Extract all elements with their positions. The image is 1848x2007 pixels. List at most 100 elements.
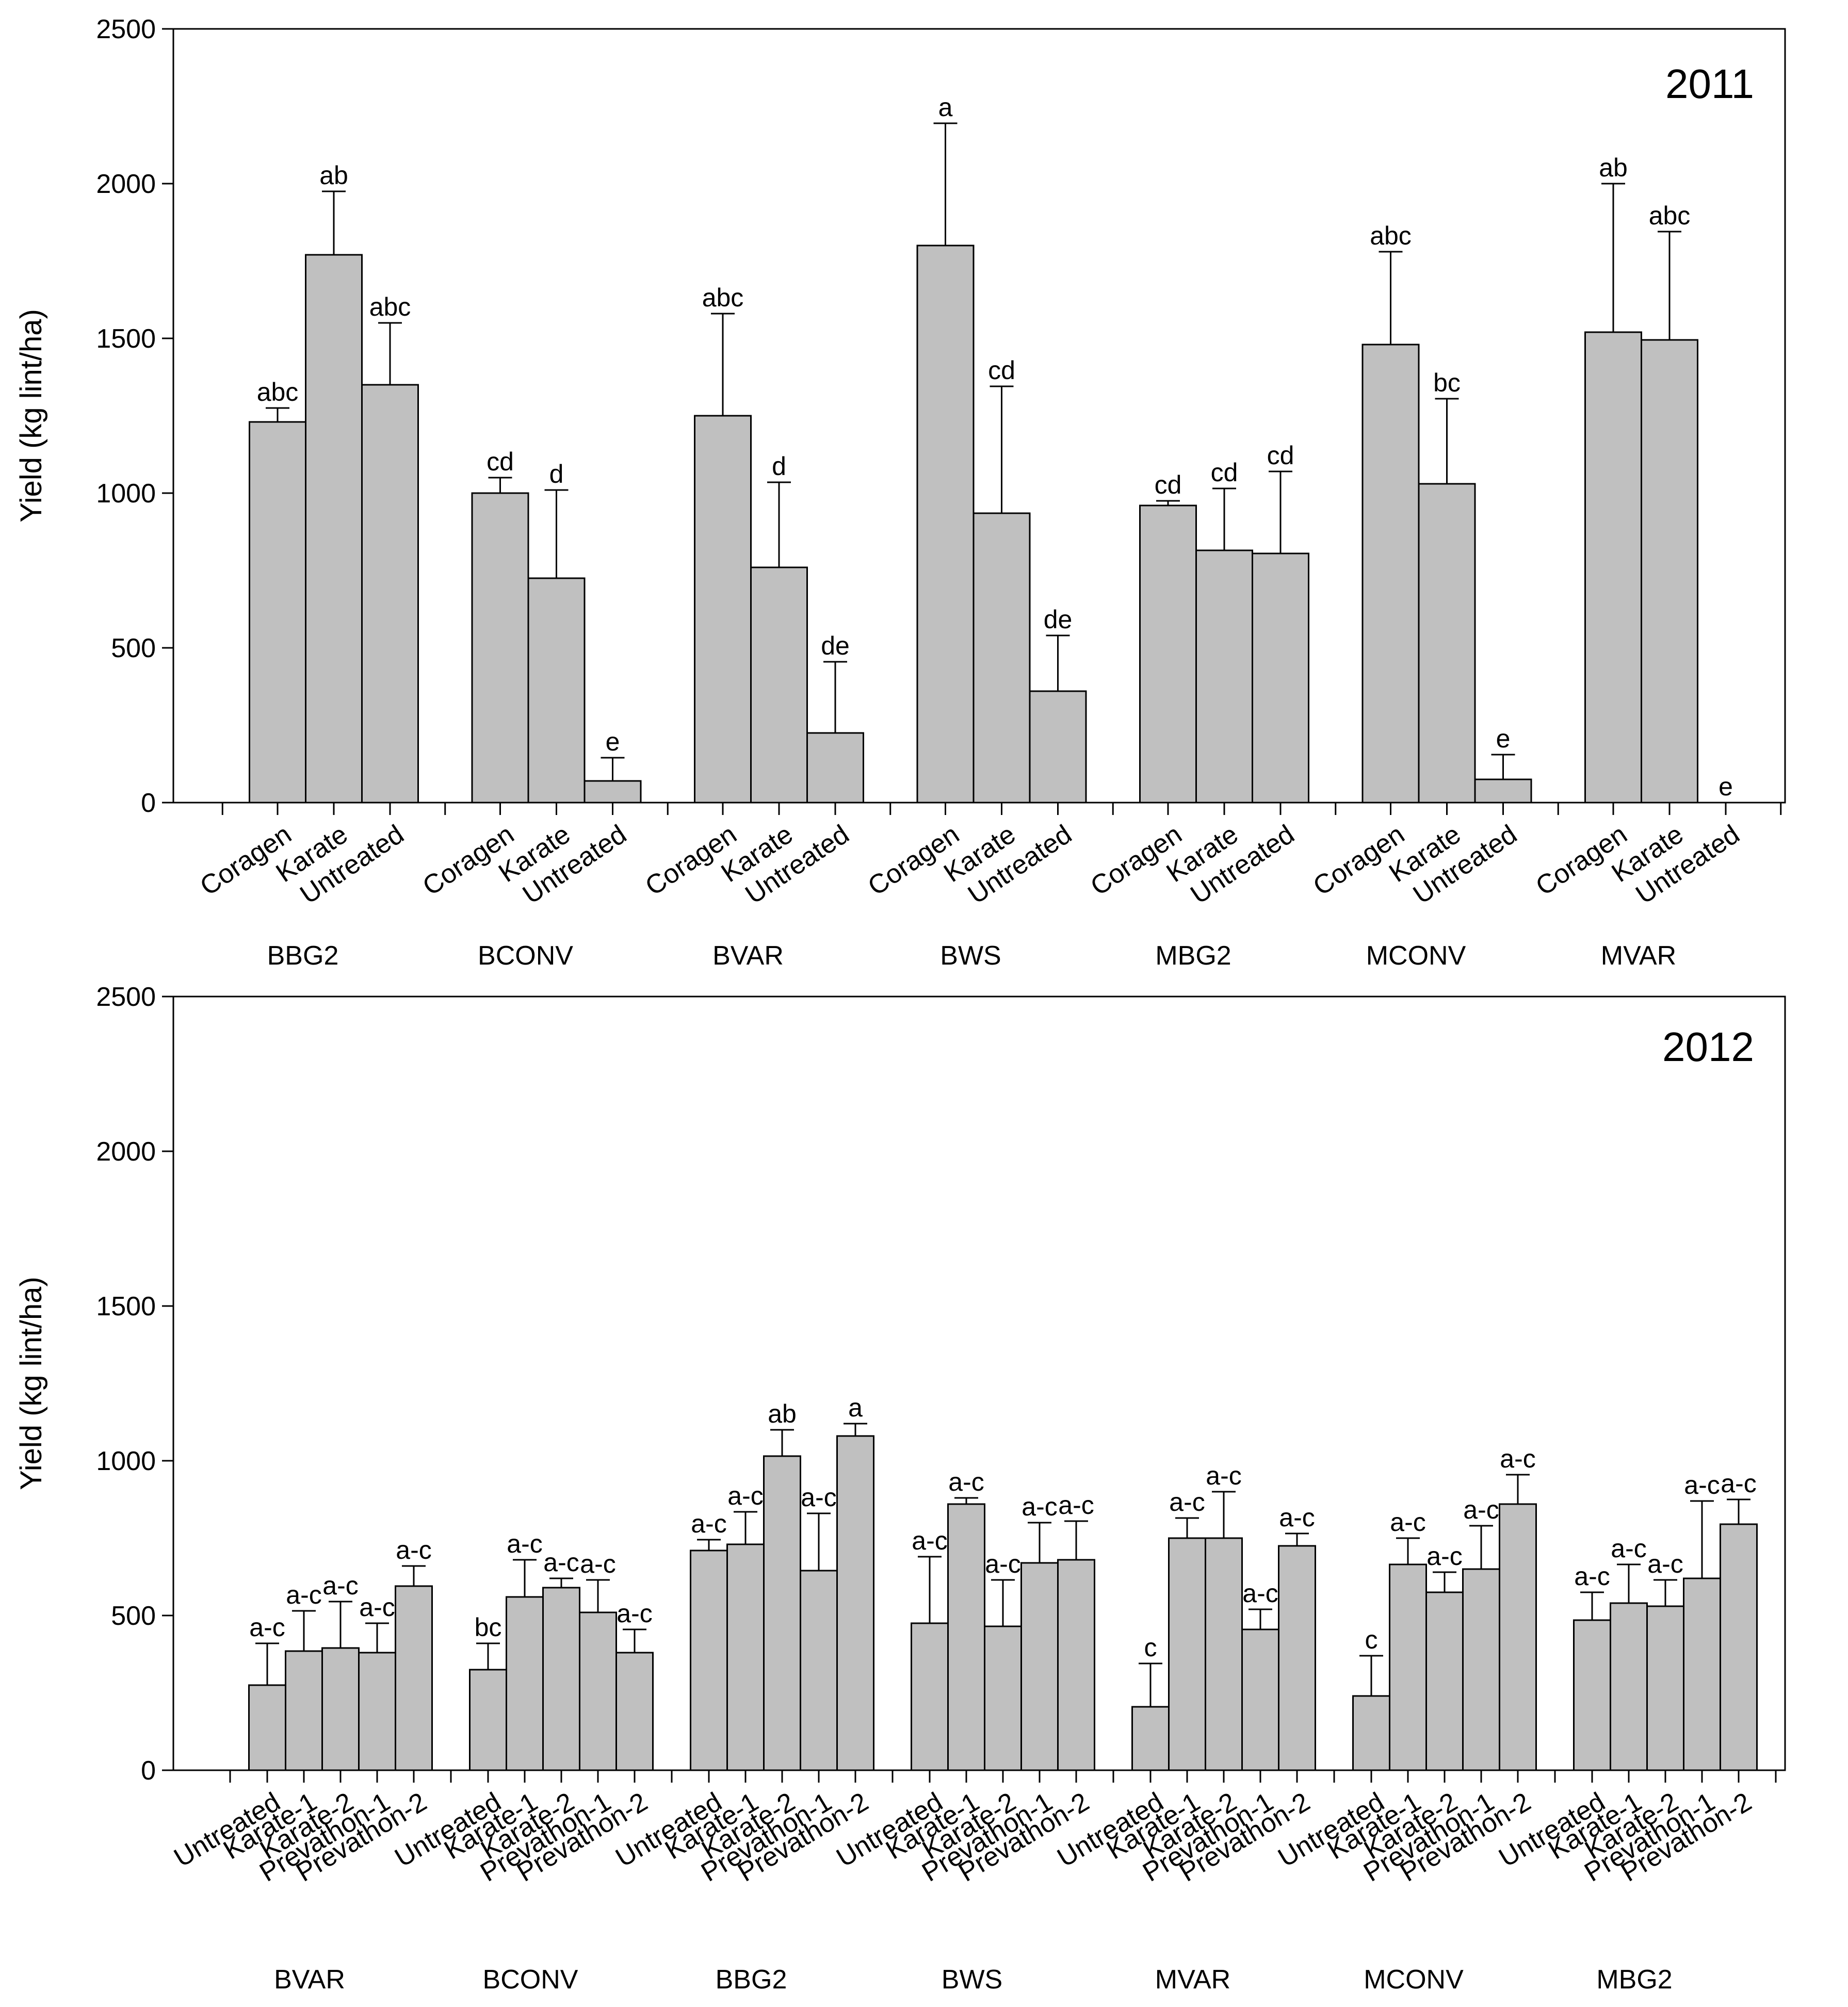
significance-label: d — [772, 452, 786, 481]
y-tick-label: 2500 — [96, 982, 156, 1012]
bar-bbg2-untreated-2012 — [690, 1549, 728, 1771]
significance-label: bc — [1433, 368, 1461, 397]
significance-label: abc — [369, 292, 411, 321]
bar-mbg2-karate-2-2012 — [1646, 1605, 1684, 1771]
y-tick-label: 2000 — [96, 1137, 156, 1167]
y-tick-label: 0 — [141, 788, 156, 818]
significance-label: a-c — [1500, 1444, 1535, 1473]
bar-mvar-karate-2-2012 — [1205, 1537, 1243, 1771]
significance-label: d — [549, 460, 564, 488]
group-label-bws: BWS — [940, 941, 1001, 971]
significance-label: cd — [1211, 458, 1238, 487]
bar-mvar-untreated-2012 — [1131, 1706, 1170, 1771]
bar-mvar-prevathon-2-2012 — [1278, 1545, 1316, 1771]
bar-bws-karate-1-2012 — [947, 1503, 985, 1771]
bar-bbg2-prevathon-1-2012 — [800, 1570, 838, 1771]
bar-bvar-untreated-2012 — [248, 1684, 286, 1771]
group-label-mvar: MVAR — [1601, 941, 1676, 971]
bar-bws-karate-2-2012 — [984, 1625, 1022, 1771]
significance-label: a-c — [580, 1549, 615, 1578]
bar-bconv-coragen-2011 — [471, 492, 529, 804]
bar-bvar-karate-2011 — [750, 566, 808, 804]
bar-bconv-prevathon-2-2012 — [615, 1652, 654, 1771]
significance-label: a-c — [617, 1599, 652, 1628]
significance-label: a-c — [691, 1509, 726, 1538]
significance-label: de — [821, 631, 850, 660]
bar-bbg2-coragen-2011 — [249, 421, 306, 804]
bar-bws-untreated-2012 — [911, 1622, 949, 1771]
significance-label: c — [1144, 1633, 1157, 1662]
group-label-bws: BWS — [942, 1965, 1002, 1995]
significance-label: cd — [1155, 470, 1182, 499]
bar-mbg2-untreated-2012 — [1573, 1619, 1611, 1771]
significance-label: cd — [988, 356, 1015, 385]
significance-label: a-c — [1574, 1562, 1610, 1591]
significance-label: a — [848, 1393, 863, 1422]
bar-mconv-untreated-2011 — [1474, 778, 1532, 804]
bar-mbg2-prevathon-2-2012 — [1720, 1523, 1758, 1771]
bar-bbg2-karate-2011 — [305, 254, 363, 804]
y-tick-label: 2500 — [96, 14, 156, 44]
bar-bws-prevathon-1-2012 — [1020, 1562, 1059, 1771]
significance-label: a-c — [1463, 1495, 1499, 1524]
bar-mconv-karate-2-2012 — [1425, 1591, 1464, 1771]
significance-label: e — [1496, 724, 1511, 753]
bar-mbg2-karate-2011 — [1195, 549, 1253, 804]
bar-mvar-prevathon-1-2012 — [1241, 1628, 1279, 1771]
bar-mconv-karate-1-2012 — [1389, 1563, 1427, 1771]
bar-bconv-untreated-2011 — [583, 780, 642, 804]
bar-bbg2-prevathon-2-2012 — [836, 1435, 874, 1771]
bar-mconv-coragen-2011 — [1361, 344, 1420, 804]
bar-mconv-prevathon-2-2012 — [1499, 1503, 1537, 1771]
bar-bconv-untreated-2012 — [469, 1669, 507, 1771]
bar-mvar-karate-1-2012 — [1168, 1537, 1206, 1771]
significance-label: a-c — [249, 1613, 285, 1642]
significance-label: cd — [1267, 441, 1294, 470]
significance-label: a-c — [1242, 1579, 1278, 1608]
bar-mconv-prevathon-1-2012 — [1462, 1568, 1500, 1771]
significance-label: ab — [768, 1399, 797, 1428]
significance-label: a-c — [1647, 1549, 1683, 1578]
significance-label: c — [1365, 1625, 1378, 1654]
group-label-bvar: BVAR — [274, 1965, 345, 1995]
bar-bvar-prevathon-1-2012 — [358, 1652, 396, 1771]
bar-mbg2-untreated-2011 — [1252, 552, 1309, 804]
bar-mbg2-coragen-2011 — [1139, 504, 1197, 804]
significance-label: cd — [487, 447, 514, 476]
bar-bconv-karate-2-2012 — [542, 1587, 580, 1771]
significance-label: a-c — [507, 1529, 542, 1558]
significance-label: e — [1719, 772, 1733, 801]
group-label-bbg2: BBG2 — [716, 1965, 787, 1995]
bar-mvar-coragen-2011 — [1584, 331, 1642, 804]
significance-label: e — [606, 727, 620, 756]
y-axis-title-2011: Yield (kg lint/ha) — [14, 309, 48, 523]
group-label-mbg2: MBG2 — [1155, 941, 1231, 971]
significance-label: a-c — [396, 1536, 431, 1564]
chart-title-2011: 2011 — [1665, 61, 1754, 107]
significance-label: a-c — [1279, 1503, 1315, 1532]
significance-label: a-c — [1611, 1534, 1646, 1563]
significance-label: a-c — [912, 1526, 947, 1555]
chart-title-2012: 2012 — [1662, 1024, 1754, 1070]
significance-label: a-c — [1684, 1471, 1720, 1499]
bar-bconv-karate-1-2012 — [506, 1596, 544, 1771]
significance-label: ab — [319, 161, 348, 190]
group-label-mvar: MVAR — [1155, 1965, 1230, 1995]
bar-bvar-coragen-2011 — [694, 415, 752, 804]
bar-bvar-karate-2-2012 — [321, 1647, 360, 1771]
significance-label: a-c — [286, 1580, 321, 1609]
significance-label: a-c — [1058, 1491, 1094, 1520]
y-tick-label: 500 — [111, 1601, 156, 1631]
group-label-mbg2: MBG2 — [1596, 1965, 1672, 1995]
bar-bbg2-untreated-2011 — [361, 384, 419, 804]
bar-mconv-untreated-2012 — [1352, 1695, 1390, 1771]
bar-mvar-karate-2011 — [1641, 339, 1698, 804]
significance-label: a-c — [1169, 1488, 1205, 1516]
significance-label: a-c — [1390, 1508, 1425, 1537]
group-label-bconv: BCONV — [483, 1965, 578, 1995]
significance-label: a-c — [727, 1481, 763, 1510]
y-tick-label: 1500 — [96, 1292, 156, 1321]
bar-bws-prevathon-2-2012 — [1057, 1559, 1095, 1771]
significance-label: abc — [257, 378, 299, 406]
